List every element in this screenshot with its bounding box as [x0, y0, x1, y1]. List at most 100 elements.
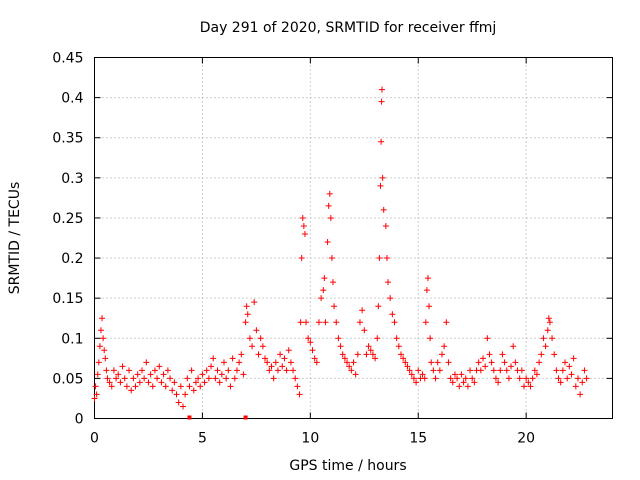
- gap-markers: [187, 415, 248, 420]
- data-point: [93, 391, 100, 398]
- data-point: [344, 359, 351, 366]
- x-tick-label: 0: [90, 431, 99, 447]
- data-point: [147, 371, 154, 378]
- data-point: [484, 335, 491, 342]
- data-point: [451, 371, 458, 378]
- data-point: [559, 367, 566, 374]
- data-point: [229, 355, 236, 362]
- x-tick-label: 15: [409, 431, 427, 447]
- data-point: [518, 367, 525, 374]
- data-point: [499, 351, 506, 358]
- data-point: [497, 367, 504, 374]
- chart-title: Day 291 of 2020, SRMTID for receiver ffm…: [200, 20, 497, 36]
- data-point: [566, 363, 573, 370]
- gap-marker: [243, 415, 248, 420]
- data-point: [145, 379, 152, 386]
- data-point: [570, 355, 577, 362]
- data-point: [413, 379, 420, 386]
- data-point: [212, 375, 219, 382]
- data-point: [482, 363, 489, 370]
- data-point: [151, 367, 158, 374]
- data-point: [447, 375, 454, 382]
- data-point: [184, 375, 191, 382]
- data-point: [143, 359, 150, 366]
- data-point: [160, 371, 167, 378]
- data-point: [95, 359, 102, 366]
- data-point: [199, 371, 206, 378]
- data-point: [331, 303, 338, 310]
- data-point: [495, 379, 502, 386]
- data-point: [397, 351, 404, 358]
- grid: [94, 57, 613, 419]
- data-point: [428, 359, 435, 366]
- data-point: [512, 359, 519, 366]
- data-point: [195, 375, 202, 382]
- x-tick-label: 10: [301, 431, 319, 447]
- data-point: [236, 359, 243, 366]
- data-point: [136, 379, 143, 386]
- data-point: [372, 355, 379, 362]
- data-point: [104, 375, 111, 382]
- data-point: [303, 319, 310, 326]
- data-point: [188, 367, 195, 374]
- data-point: [322, 319, 329, 326]
- data-point: [328, 255, 335, 262]
- data-point: [266, 367, 273, 374]
- data-point: [462, 375, 469, 382]
- data-point: [369, 351, 376, 358]
- data-point: [240, 371, 247, 378]
- data-point: [285, 347, 292, 354]
- data-point: [287, 359, 294, 366]
- data-point: [505, 375, 512, 382]
- data-point: [359, 307, 366, 314]
- data-point: [274, 367, 281, 374]
- data-point: [432, 375, 439, 382]
- y-tick-label: 0.05: [52, 371, 83, 387]
- data-point: [190, 387, 197, 394]
- data-point: [553, 367, 560, 374]
- data-point: [545, 315, 552, 322]
- y-axis-label: SRMTID / TECUs: [7, 182, 23, 295]
- data-point: [337, 343, 344, 350]
- data-point: [296, 391, 303, 398]
- data-point: [426, 303, 433, 310]
- data-point: [516, 375, 523, 382]
- data-point: [467, 367, 474, 374]
- data-point: [427, 335, 434, 342]
- data-point: [568, 371, 575, 378]
- data-point: [218, 371, 225, 378]
- data-point: [270, 375, 277, 382]
- data-point: [542, 343, 549, 350]
- data-point: [244, 311, 251, 318]
- data-point: [391, 319, 398, 326]
- data-point: [149, 383, 156, 390]
- data-point: [395, 343, 402, 350]
- data-point: [169, 387, 176, 394]
- data-point: [538, 351, 545, 358]
- data-point: [141, 375, 148, 382]
- data-point: [380, 206, 387, 213]
- data-point: [233, 367, 240, 374]
- data-point: [325, 202, 332, 209]
- y-tick-label: 0: [75, 412, 84, 428]
- data-point: [309, 347, 316, 354]
- data-point: [501, 359, 508, 366]
- x-tick-label: 5: [198, 431, 207, 447]
- data-point: [333, 319, 340, 326]
- data-point: [378, 86, 385, 93]
- data-point: [348, 367, 355, 374]
- data-point: [544, 327, 551, 334]
- data-point: [298, 255, 305, 262]
- data-point: [549, 335, 556, 342]
- data-point: [264, 359, 271, 366]
- data-point: [91, 395, 98, 402]
- data-point: [182, 391, 189, 398]
- data-point: [99, 315, 106, 322]
- data-point: [223, 375, 230, 382]
- data-point: [117, 379, 124, 386]
- data-point: [96, 343, 103, 350]
- data-point: [246, 335, 253, 342]
- data-point: [297, 319, 304, 326]
- data-point: [179, 403, 186, 410]
- data-point: [94, 371, 101, 378]
